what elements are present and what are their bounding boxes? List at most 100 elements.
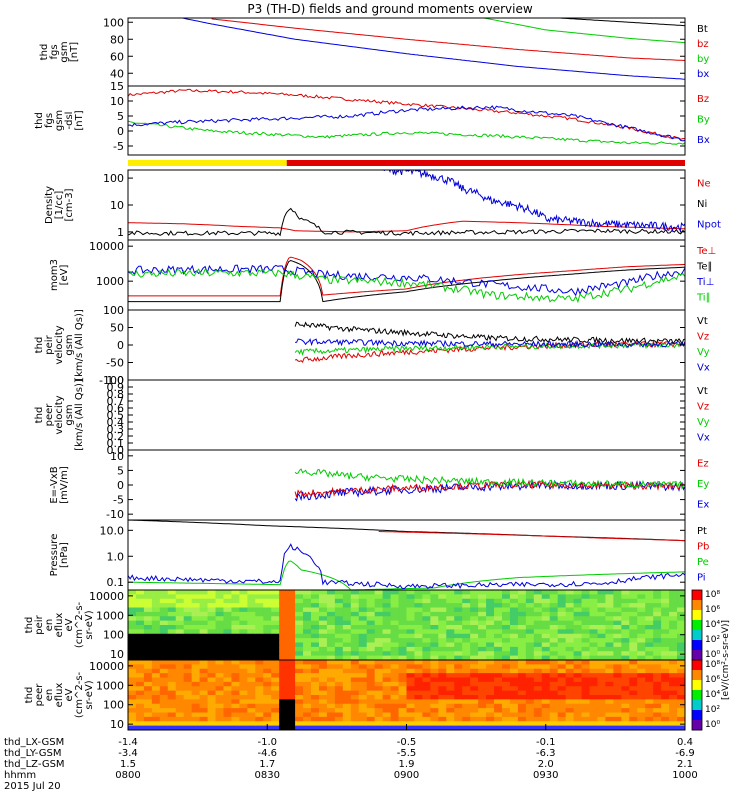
y-axis-label: velocity (54, 395, 65, 434)
ephemeris-value: -1.0 (257, 737, 277, 748)
legend-item: Ne (697, 178, 711, 189)
legend-item: Ex (697, 500, 709, 511)
ephemeris-value: 0800 (115, 770, 140, 781)
y-tick-label: 0.0 (107, 444, 125, 457)
ephemeris-value: 0.4 (677, 737, 693, 748)
y-axis-label: thd (24, 617, 35, 634)
y-tick-label: -5 (113, 494, 124, 507)
legend-item: Vz (697, 402, 709, 413)
spectrogram-peir_spec (128, 590, 685, 660)
colorbar-peer_spec: 10⁰ 10² 10⁴ 10⁶ 10⁸ (691, 659, 720, 731)
panel-peer_spec: 10⁰ 10² 10⁴ 10⁶ 10⁸ 10 100 1000 10000 thd peer en ef… (24, 659, 720, 731)
legend-item: Vy (697, 417, 710, 428)
y-axis-label: [nPa] (59, 542, 70, 568)
legend-item: Te⊥ (696, 246, 716, 257)
y-tick-label: 0.2 (107, 430, 125, 443)
mode-bar-segment (128, 160, 287, 166)
series-peir_velocity-Vz (294, 339, 685, 363)
legend-item: Pt (697, 526, 707, 537)
colorbar-tick-label: 10⁸ (705, 590, 720, 600)
y-tick-label: -50 (106, 357, 124, 370)
series-fgs_gsm-by (481, 18, 685, 44)
y-axis-label: thd (34, 337, 45, 354)
y-tick-label: 50 (110, 322, 124, 335)
y-tick-label: 15 (110, 80, 124, 93)
series-fgs_gsm-Bt (551, 18, 685, 27)
y-tick-label: 80 (110, 33, 124, 46)
legend-item: By (697, 114, 710, 125)
y-axis-label: peer (44, 403, 55, 427)
colorbar-peir_spec: 10⁰ 10² 10⁴ 10⁶ 10⁸ (691, 589, 720, 661)
y-axis-label: eV (64, 688, 75, 701)
y-tick-label: 0.9 (107, 381, 125, 394)
legend-item: Ez (697, 458, 709, 469)
legend-item: Bx (697, 135, 710, 146)
series-density-Npot (383, 170, 685, 233)
panel-efield: -10-5 0 510 E=-VxB [mV/m] Ez Ey Ex (49, 449, 709, 521)
y-axis-label: thd (24, 687, 35, 704)
series-pressure-Pi (128, 543, 685, 590)
y-axis-label: [km/s (All Qs)] (74, 309, 85, 381)
series-peir_velocity-Vx (295, 338, 685, 349)
colorbar-tick-label: 10⁶ (705, 605, 720, 615)
panel-peer_velocity: 0.00.10.20.30.40.50.60.70.80.91.0 thd peer… (34, 374, 710, 457)
y-tick-label: 60 (110, 50, 124, 63)
ephemeris-value: 1.9 (399, 759, 415, 770)
legend-item: by (697, 54, 709, 65)
ephemeris-value: 0900 (394, 770, 419, 781)
legend-item: Bt (697, 24, 708, 35)
panel-frame (127, 85, 686, 156)
ephemeris-value: -5.5 (397, 748, 417, 759)
panel-fgs_dsl: -5 0 5 10 15 thd fgs gsm -dsl [nT] Bz By Bx (34, 80, 710, 156)
y-axis-label: E=-VxB (49, 466, 60, 503)
ephemeris-value: -0.5 (397, 737, 417, 748)
panel-density: 1 10 100 Density [1/cc] [cm-3] Ne Ni Npot (44, 169, 721, 241)
y-tick-label: 0.3 (107, 423, 125, 436)
y-axis-label: eV (64, 618, 75, 631)
series-efield-Ey (294, 468, 685, 491)
y-axis-label: [mV/m] (59, 466, 70, 504)
y-axis-label: thd (34, 407, 45, 424)
y-axis-label: thd (34, 112, 45, 129)
y-tick-label: 0 (117, 339, 124, 352)
y-axis-label: gsm (54, 110, 65, 131)
panel-frame (127, 379, 686, 451)
series-efield-Ez (294, 479, 685, 498)
y-axis-label: [cm-3] (64, 188, 75, 221)
y-axis-label: [km/s (All Qs)] (74, 379, 85, 451)
colorbar-tick-label: 10⁴ (705, 690, 720, 700)
colorbar-tick-label: 10² (705, 705, 720, 715)
y-tick-label: 1000 (96, 275, 124, 288)
y-tick-label: 10000 (89, 590, 124, 603)
y-axis-label: [eV] (59, 265, 70, 286)
ephemeris-row-label: thd_LX-GSM (4, 737, 64, 748)
colorbar-tick-label: 10⁰ (705, 650, 720, 660)
y-axis-label: (cm^2-s- (74, 601, 85, 648)
y-tick-label: 0.6 (107, 402, 125, 415)
y-axis-label: Density (44, 186, 55, 224)
y-tick-label: 0.1 (107, 576, 125, 589)
date-label: 2015 Jul 20 (4, 781, 61, 792)
y-axis-label: en (44, 689, 55, 702)
y-tick-label: 10 (110, 648, 124, 661)
colorbar-title: [eV/(cm²-s-sr-eV)] (721, 620, 731, 700)
ephemeris-value: -3.4 (118, 748, 138, 759)
legend-item: Vx (697, 363, 710, 374)
y-tick-label: 0.5 (107, 409, 125, 422)
panel-frame (127, 17, 686, 87)
ephemeris-table: thd_LX-GSM -1.4 -1.0 -0.5 -0.1 0.4 thd_LY-GSM -… (4, 737, 698, 792)
legend-item: Vx (697, 433, 710, 444)
ephemeris-value: -6.9 (675, 748, 695, 759)
y-tick-label: 5 (117, 110, 124, 123)
y-tick-label: -10 (106, 508, 124, 521)
y-tick-label: 0.4 (107, 416, 125, 429)
spectrogram-peer_spec (128, 660, 685, 730)
colorbar-tick-label: 10⁰ (705, 720, 720, 730)
y-tick-label: 100 (103, 699, 124, 712)
series-fgs_dsl-Bz (128, 88, 685, 140)
y-tick-label: 0 (117, 479, 124, 492)
ephemeris-value: 1.5 (120, 759, 136, 770)
y-axis-label: peir (34, 614, 45, 634)
